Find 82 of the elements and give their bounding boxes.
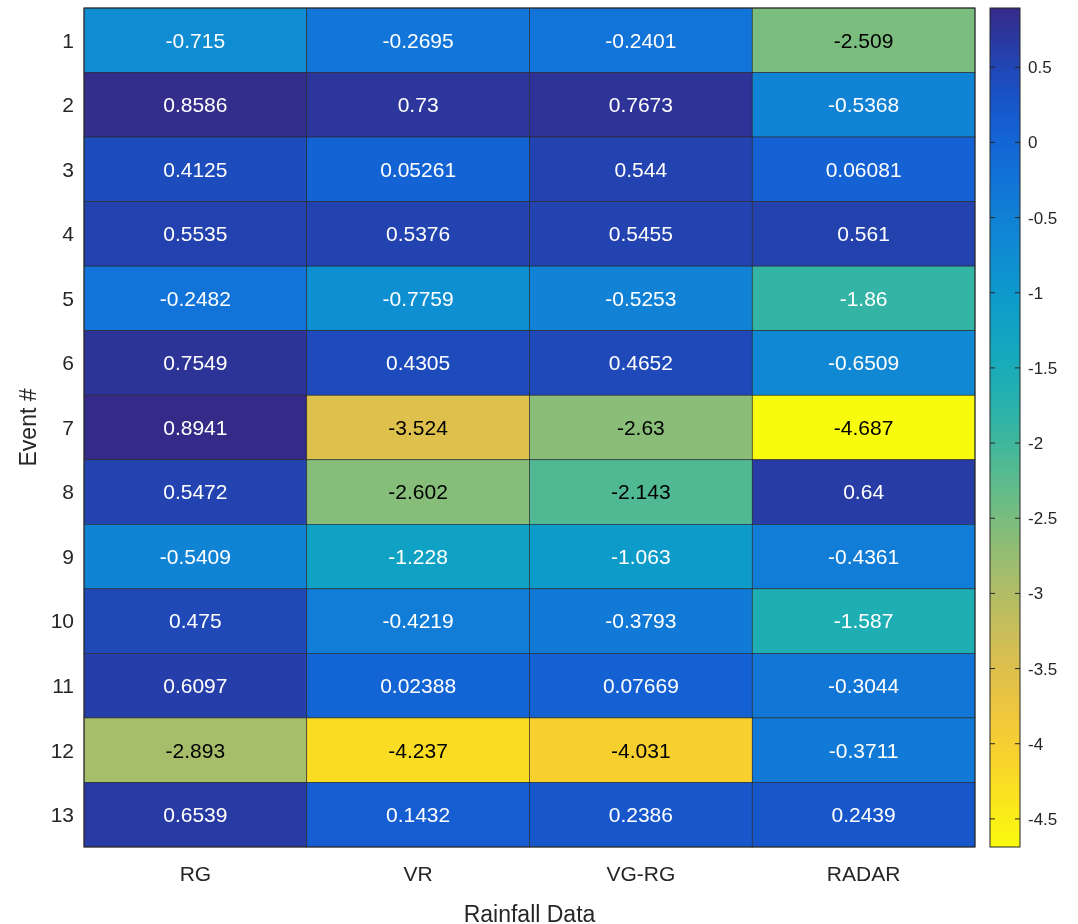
y-tick-label: 4 <box>62 222 75 246</box>
data-label: 0.6097 <box>163 674 228 697</box>
color-bar-label: -2 <box>1028 434 1044 454</box>
data-label: -0.715 <box>165 28 226 52</box>
data-label: 0.1432 <box>386 803 451 827</box>
data-label: 0.07669 <box>602 674 679 697</box>
y-tick-label: 7 <box>62 415 74 439</box>
data-label: 0.2386 <box>608 803 673 827</box>
x-tick-label: RADAR <box>826 862 901 885</box>
data-label: 0.5376 <box>386 222 451 246</box>
data-label: -1.228 <box>388 544 448 568</box>
data-label: 0.8941 <box>163 415 228 439</box>
data-label: 0.561 <box>837 222 890 246</box>
data-label: -0.2401 <box>605 28 677 52</box>
data-label: -0.7759 <box>382 286 454 310</box>
y-tick-label: 6 <box>62 351 74 375</box>
data-label: -0.5368 <box>828 93 900 117</box>
data-label: 0.02388 <box>380 674 457 697</box>
y-tick-label: 9 <box>62 544 74 568</box>
color-bar-label: -0.5 <box>1028 208 1058 228</box>
data-label: 0.4305 <box>386 351 451 375</box>
y-tick-label: 1 <box>62 28 74 52</box>
data-label: -1.587 <box>833 609 894 633</box>
data-label: 0.475 <box>169 609 222 633</box>
color-bar-label: -1.5 <box>1028 358 1058 378</box>
data-label: -0.6509 <box>828 351 900 375</box>
data-label: 0.4652 <box>608 351 673 375</box>
data-label: -0.4219 <box>382 609 454 633</box>
data-label: -0.5409 <box>159 544 231 568</box>
color-bar-label: -4.5 <box>1028 809 1058 829</box>
data-label: -0.3711 <box>828 738 899 762</box>
y-tick-label: 13 <box>50 803 74 827</box>
data-label: -1.063 <box>611 544 671 568</box>
y-tick-label: 2 <box>62 93 74 117</box>
data-label: -2.63 <box>616 415 665 439</box>
y-tick-label: 8 <box>62 480 74 504</box>
x-tick-label: RG <box>179 862 212 885</box>
data-label: 0.05261 <box>380 157 457 181</box>
data-label: -4.237 <box>388 738 448 762</box>
color-bar-label: -4 <box>1028 734 1044 754</box>
y-tick-label: 5 <box>62 286 74 310</box>
data-label: 0.5535 <box>163 222 228 246</box>
data-label: -0.4361 <box>828 544 900 568</box>
data-label: 0.73 <box>397 93 439 117</box>
data-label: 0.2439 <box>831 803 896 827</box>
data-label: 0.8586 <box>163 93 228 117</box>
color-bar-label: -3 <box>1028 584 1044 604</box>
data-label: 0.06081 <box>825 157 902 181</box>
data-label: 0.544 <box>614 157 668 181</box>
y-axis-title: Event # <box>15 388 41 467</box>
y-tick-label: 10 <box>50 609 74 633</box>
data-label: -2.509 <box>833 28 894 52</box>
data-label: -3.524 <box>388 415 449 439</box>
data-label: 0.4125 <box>163 157 228 181</box>
data-label: 0.7549 <box>163 351 228 375</box>
y-tick-label: 11 <box>52 674 74 697</box>
data-label: -0.2482 <box>159 286 231 310</box>
color-bar-label: -1 <box>1028 283 1044 303</box>
data-label: 0.5455 <box>608 222 673 246</box>
data-label: -2.143 <box>611 480 671 504</box>
color-bar-label: 0.5 <box>1028 58 1052 78</box>
y-tick-label: 3 <box>62 157 74 181</box>
data-label: -2.602 <box>388 480 448 504</box>
color-bar-label: -2.5 <box>1028 509 1058 529</box>
data-label: 0.7673 <box>608 93 673 117</box>
data-label: -1.86 <box>839 286 888 310</box>
x-axis-title: Rainfall Data <box>463 901 596 924</box>
data-label: -0.3044 <box>828 674 900 697</box>
data-label: -0.3793 <box>605 609 677 633</box>
data-label: 0.5472 <box>163 480 228 504</box>
y-tick-label: 12 <box>50 738 74 762</box>
color-bar-label: 0 <box>1028 133 1038 153</box>
data-label: -4.687 <box>833 415 894 439</box>
data-label: -2.893 <box>165 738 226 762</box>
x-tick-label: VG-RG <box>606 862 676 885</box>
x-tick-label: VR <box>403 862 433 885</box>
data-label: -0.2695 <box>382 28 454 52</box>
color-bar-label: -3.5 <box>1028 659 1058 679</box>
data-label: -0.5253 <box>605 286 677 310</box>
data-label: 0.64 <box>843 480 885 504</box>
data-label: -4.031 <box>611 738 671 762</box>
data-label: 0.6539 <box>163 803 228 827</box>
